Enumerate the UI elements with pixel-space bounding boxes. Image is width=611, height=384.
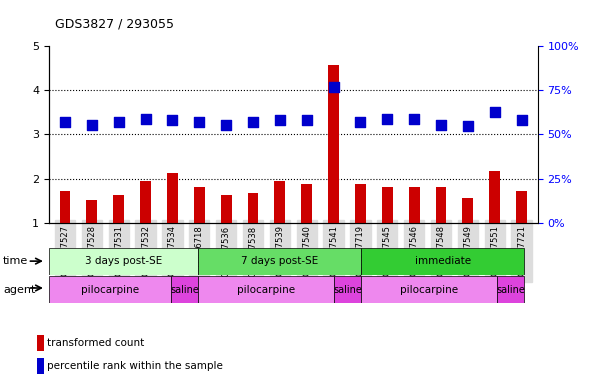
FancyBboxPatch shape [198, 248, 361, 275]
Bar [87, 200, 97, 223]
Text: 7 days post-SE: 7 days post-SE [241, 256, 318, 266]
Point [275, 117, 285, 123]
Point [60, 119, 70, 125]
Bar [221, 195, 232, 223]
Point [329, 84, 338, 90]
Point [356, 119, 365, 125]
Point [194, 119, 204, 125]
Point [463, 122, 473, 129]
Bar [436, 187, 447, 223]
Bar [489, 171, 500, 223]
FancyBboxPatch shape [497, 276, 524, 303]
Bar [37, 335, 45, 351]
Bar [301, 184, 312, 223]
Text: pilocarpine: pilocarpine [237, 285, 295, 295]
Point [436, 122, 446, 128]
Point [382, 116, 392, 122]
Text: saline: saline [333, 285, 362, 295]
Bar [140, 181, 151, 223]
Bar [463, 197, 474, 223]
FancyBboxPatch shape [361, 248, 524, 275]
Point [302, 117, 312, 123]
Point [114, 119, 123, 125]
Point [409, 116, 419, 122]
Bar [516, 191, 527, 223]
Text: immediate: immediate [415, 256, 470, 266]
Bar [194, 187, 205, 223]
Text: pilocarpine: pilocarpine [81, 285, 139, 295]
FancyBboxPatch shape [171, 276, 198, 303]
Text: saline: saline [496, 285, 525, 295]
Text: 3 days post-SE: 3 days post-SE [85, 256, 162, 266]
FancyBboxPatch shape [361, 276, 497, 303]
Bar [60, 191, 70, 223]
Point [221, 122, 231, 128]
Bar [409, 187, 420, 223]
Bar [355, 184, 366, 223]
Bar [113, 195, 124, 223]
Text: time: time [3, 256, 28, 266]
Point [248, 119, 258, 125]
Point [87, 122, 97, 128]
Point [141, 116, 150, 122]
Text: GDS3827 / 293055: GDS3827 / 293055 [55, 18, 174, 31]
FancyBboxPatch shape [49, 248, 198, 275]
Text: pilocarpine: pilocarpine [400, 285, 458, 295]
Text: percentile rank within the sample: percentile rank within the sample [48, 361, 223, 371]
Bar [274, 181, 285, 223]
Text: transformed count: transformed count [48, 338, 145, 348]
FancyBboxPatch shape [334, 276, 361, 303]
Text: agent: agent [3, 285, 35, 295]
Bar [167, 173, 178, 223]
Bar [382, 187, 393, 223]
Text: saline: saline [170, 285, 199, 295]
Bar [247, 193, 258, 223]
FancyBboxPatch shape [198, 276, 334, 303]
FancyBboxPatch shape [49, 276, 171, 303]
Point [517, 117, 527, 123]
Bar [328, 65, 339, 223]
Point [167, 117, 177, 123]
Bar [37, 358, 45, 374]
Point [490, 109, 500, 115]
